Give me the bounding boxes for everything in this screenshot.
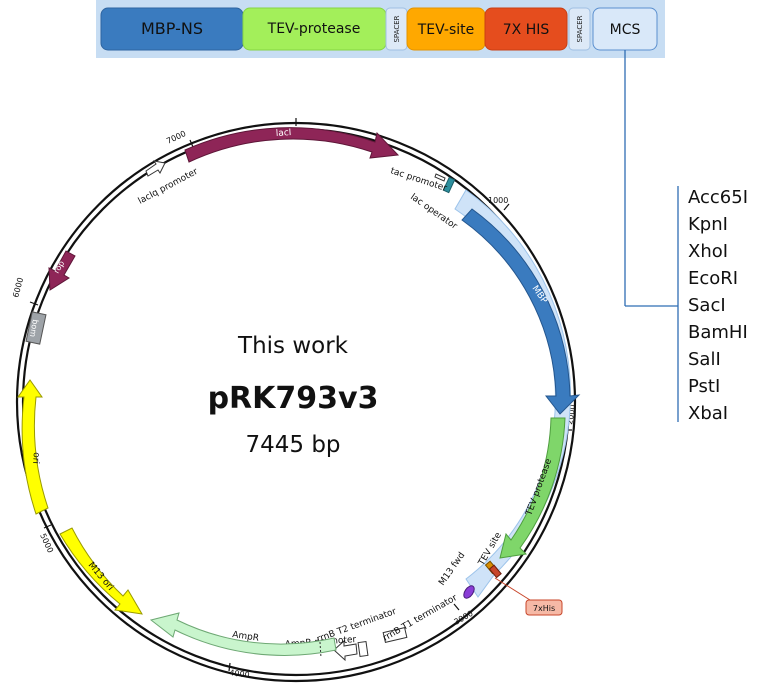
feature-ampr-promoter — [333, 639, 358, 662]
segment-label-7x-his: 7X HIS — [503, 22, 550, 38]
label-lac-operator: lac operator — [408, 192, 459, 232]
mcs-site-saci: SacI — [688, 295, 726, 316]
tick-label-4000: 4000 — [229, 668, 250, 680]
plasmid-subtitle: This work — [237, 333, 349, 359]
segment-label-spacer-2: SPACER — [576, 15, 584, 42]
segment-label-mbp-ns: MBP-NS — [141, 19, 203, 38]
tick-label-1000: 1000 — [488, 196, 508, 205]
feature-tac-promoter — [434, 173, 446, 182]
mcs-site-psti: PstI — [688, 376, 721, 397]
mcs-connector — [624, 50, 679, 422]
feature-ampr — [149, 612, 337, 656]
label-bom: bom — [28, 319, 40, 338]
plasmid-name: pRK793v3 — [208, 381, 379, 416]
segment-mcs: MCS — [592, 7, 658, 51]
segment-tev-protease: TEV-protease — [242, 7, 387, 51]
segment-spacer-2: SPACER — [568, 7, 591, 51]
segment-label-tev-site: TEV-site — [417, 22, 475, 38]
mcs-site-sali: SalI — [688, 349, 721, 370]
feature-mbp — [461, 208, 581, 415]
feature-m13-ori — [59, 527, 143, 615]
feature-7xhis — [488, 564, 502, 579]
feature-rrnb-t2 — [357, 640, 369, 658]
mcs-site-xbai: XbaI — [688, 403, 729, 424]
segment-label-tev-protease: TEV-protease — [267, 21, 361, 37]
tick-label-5000: 5000 — [38, 532, 55, 554]
his-callout-box — [525, 599, 563, 616]
label-ori: ori — [30, 452, 41, 465]
segment-tev-site: TEV-site — [406, 7, 486, 51]
ampr-promoter-mark — [319, 641, 322, 659]
segment-7x-his: 7X HIS — [484, 7, 568, 51]
feature-rrnb-t1 — [382, 627, 408, 643]
tick-label-6000: 6000 — [11, 277, 25, 299]
mcs-site-xhoi: XhoI — [688, 241, 729, 262]
feature-ori — [17, 379, 49, 515]
segment-mbp-ns: MBP-NS — [100, 7, 244, 51]
feature-laciq-promoter — [145, 160, 166, 177]
his-callout-line — [494, 577, 531, 601]
label-7xhis: 7xHis — [533, 604, 555, 613]
feature-m13-fwd — [463, 585, 475, 599]
feature-rop — [48, 250, 76, 291]
feature-bom — [25, 311, 47, 345]
feature-tev-protease — [499, 417, 566, 559]
mcs-site-kpni: KpnI — [688, 214, 728, 235]
label-laci: lacI — [276, 128, 292, 139]
mcs-site-bamhi: BamHI — [688, 322, 748, 343]
label-m13-ori: M13 ori — [86, 561, 115, 593]
mcs-site-ecori: EcoRI — [688, 268, 739, 289]
plasmid-size: 7445 bp — [245, 432, 340, 458]
label-m13-fwd: M13 fwd — [437, 551, 467, 588]
mcs-site-acc65i: Acc65I — [688, 187, 749, 208]
tick-label-7000: 7000 — [165, 129, 187, 146]
feature-laci — [184, 127, 400, 163]
label-ampr: AmpR — [232, 630, 260, 644]
segment-label-spacer-1: SPACER — [393, 15, 401, 42]
feature-lac-operator — [442, 176, 456, 194]
segment-spacer-1: SPACER — [385, 7, 408, 51]
segment-label-mcs: MCS — [610, 22, 641, 38]
